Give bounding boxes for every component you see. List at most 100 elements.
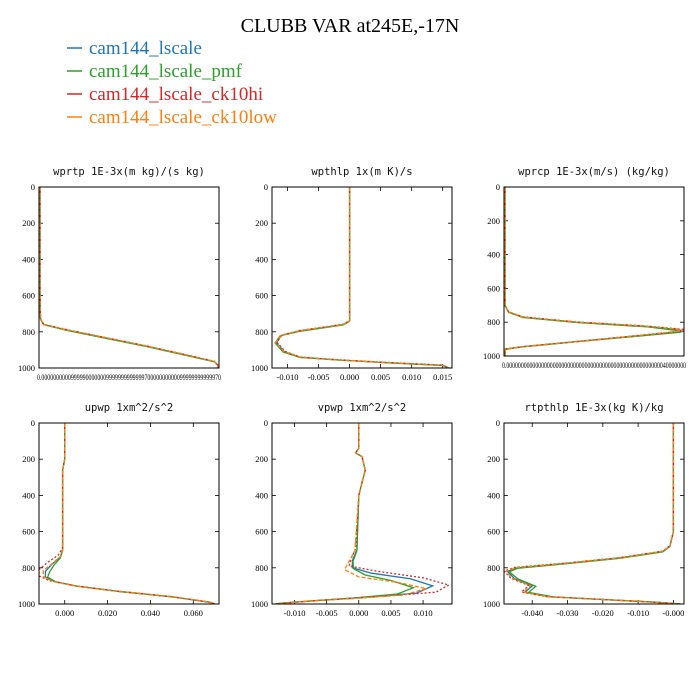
- figure-title: CLUBB VAR at245E,-17N: [241, 15, 460, 37]
- panel-title: upwp 1xm^2/s^2: [85, 402, 174, 414]
- series-group: [504, 423, 681, 604]
- y-tick-label: 1000: [18, 599, 35, 609]
- y-tick-label: 1000: [251, 363, 268, 373]
- series-line-cam144_lscale: [275, 423, 435, 604]
- series-line-cam144_lscale_pmf: [504, 187, 682, 356]
- y-tick-label: 1000: [483, 351, 500, 361]
- x-tick-label: 0.010: [402, 372, 421, 382]
- series-line-cam144_lscale_pmf: [39, 187, 219, 368]
- panel: wpthlp 1x(m K)/s 0 200 400 600 800 1000 -0.010-…: [251, 166, 453, 382]
- series-group: [39, 423, 215, 604]
- plot-frame: [503, 186, 685, 357]
- x-tick-label: -0.005: [316, 608, 338, 618]
- y-tick-label: 200: [255, 454, 268, 464]
- series-line-cam144_lscale_ck10hi: [276, 187, 450, 368]
- panel: rtpthlp 1E-3x(kg K)/kg 0 200 400 600 800 1000 -…: [483, 402, 685, 618]
- legend-label: cam144_lscale: [89, 38, 202, 59]
- series-line-cam144_lscale: [275, 187, 450, 368]
- panel: wprtp 1E-3x(m kg)/(s kg) 0 200 400 600 800 100…: [18, 166, 221, 382]
- series-group: [275, 423, 451, 604]
- legend-label: cam144_lscale_pmf: [89, 61, 243, 82]
- y-tick-label: 800: [255, 563, 268, 573]
- panels: wprtp 1E-3x(m kg)/(s kg) 0 200 400 600 800 100…: [18, 166, 686, 618]
- y-tick-label: 0: [31, 418, 35, 428]
- series-line-cam144_lscale_ck10hi: [278, 423, 451, 604]
- legend-label: cam144_lscale_ck10hi: [89, 84, 263, 105]
- x-tick-label: 0.010: [414, 608, 433, 618]
- x-tick-label: 0.00000000009999900000009999999999999700…: [37, 372, 221, 382]
- panel: upwp 1xm^2/s^2 0 200 400 600 800 1000 0.000 0.02…: [18, 402, 220, 618]
- y-tick-label: 0: [264, 182, 268, 192]
- series-line-cam144_lscale_ck10low: [274, 187, 450, 368]
- y-tick-label: 0: [264, 418, 268, 428]
- panel: vpwp 1xm^2/s^2 0 200 400 600 800 1000 -0.010 -0.…: [251, 402, 453, 618]
- y-tick-label: 1000: [251, 599, 268, 609]
- x-tick-label: -0.020: [592, 608, 614, 618]
- series-line-cam144_lscale_pmf: [46, 423, 215, 604]
- y-tick-label: 200: [22, 454, 35, 464]
- x-tick-label: 0.000: [55, 608, 74, 618]
- y-tick-label: 400: [255, 254, 268, 264]
- y-tick-label: 600: [487, 283, 500, 293]
- y-tick-label: 400: [22, 490, 35, 500]
- x-tick-label: -0.040: [521, 608, 543, 618]
- y-tick-label: 200: [487, 454, 500, 464]
- series-line-cam144_lscale_ck10hi: [39, 187, 219, 368]
- x-tick-label: 0.020: [98, 608, 117, 618]
- plot-frame: [503, 422, 685, 605]
- y-tick-label: 200: [487, 216, 500, 226]
- plot-frame: [271, 186, 453, 369]
- x-tick-label: 0.040: [141, 608, 160, 618]
- series-line-cam144_lscale: [504, 187, 684, 356]
- y-tick-label: 0: [496, 418, 500, 428]
- y-tick-label: 800: [487, 563, 500, 573]
- x-tick-label: 0.060: [184, 608, 203, 618]
- y-tick-label: 400: [255, 490, 268, 500]
- series-line-cam144_lscale_ck10low: [39, 187, 219, 368]
- y-tick-label: 1000: [18, 363, 35, 373]
- y-tick-label: 600: [22, 291, 35, 301]
- series-line-cam144_lscale_ck10low: [504, 187, 684, 356]
- panel: wprcp 1E-3x(m/s) (kg/kg) 0 200 400 600 800 100…: [483, 166, 686, 370]
- x-tick-label: -0.000: [662, 608, 684, 618]
- x-tick-label: 0.015: [433, 372, 452, 382]
- series-line-cam144_lscale_ck10low: [42, 423, 215, 604]
- x-tick-label: -0.010: [284, 608, 306, 618]
- panel-title: rtpthlp 1E-3x(kg K)/kg: [524, 402, 663, 414]
- y-tick-label: 800: [255, 327, 268, 337]
- panel-title: wpthlp 1x(m K)/s: [311, 166, 412, 178]
- legend: cam144_lscalecam144_lscale_pmfcam144_lsc…: [67, 38, 277, 128]
- series-line-cam144_lscale_ck10hi: [39, 423, 215, 604]
- x-tick-label: -0.010: [627, 608, 649, 618]
- series-group: [274, 187, 450, 368]
- plot-frame: [271, 422, 453, 605]
- y-tick-label: 200: [255, 218, 268, 228]
- y-tick-label: 0: [31, 182, 35, 192]
- x-tick-label: -0.030: [557, 608, 579, 618]
- series-group: [504, 187, 684, 356]
- x-tick-label: -0.005: [308, 372, 330, 382]
- panel-title: wprtp 1E-3x(m kg)/(s kg): [53, 166, 205, 178]
- x-tick-label: 0.005: [371, 372, 390, 382]
- y-tick-label: 800: [22, 327, 35, 337]
- series-line-cam144_lscale_pmf: [508, 423, 681, 604]
- y-tick-label: 0: [496, 182, 500, 192]
- y-tick-label: 600: [22, 527, 35, 537]
- series-line-cam144_lscale_ck10low: [275, 423, 427, 604]
- y-tick-label: 800: [22, 563, 35, 573]
- y-tick-label: 200: [22, 218, 35, 228]
- y-tick-label: 1000: [483, 599, 500, 609]
- legend-label: cam144_lscale_ck10low: [89, 107, 277, 128]
- x-tick-label: 0.000: [349, 608, 368, 618]
- series-group: [39, 187, 219, 368]
- y-tick-label: 400: [487, 490, 500, 500]
- series-line-cam144_lscale: [506, 423, 681, 604]
- y-tick-label: 600: [255, 527, 268, 537]
- x-tick-label: 0.00000000000000000000000000000000000000…: [502, 360, 686, 370]
- panel-title: wprcp 1E-3x(m/s) (kg/kg): [518, 166, 670, 178]
- y-tick-label: 400: [487, 250, 500, 260]
- plot-frame: [38, 422, 220, 605]
- plot-frame: [38, 186, 220, 369]
- series-line-cam144_lscale_pmf: [274, 187, 450, 368]
